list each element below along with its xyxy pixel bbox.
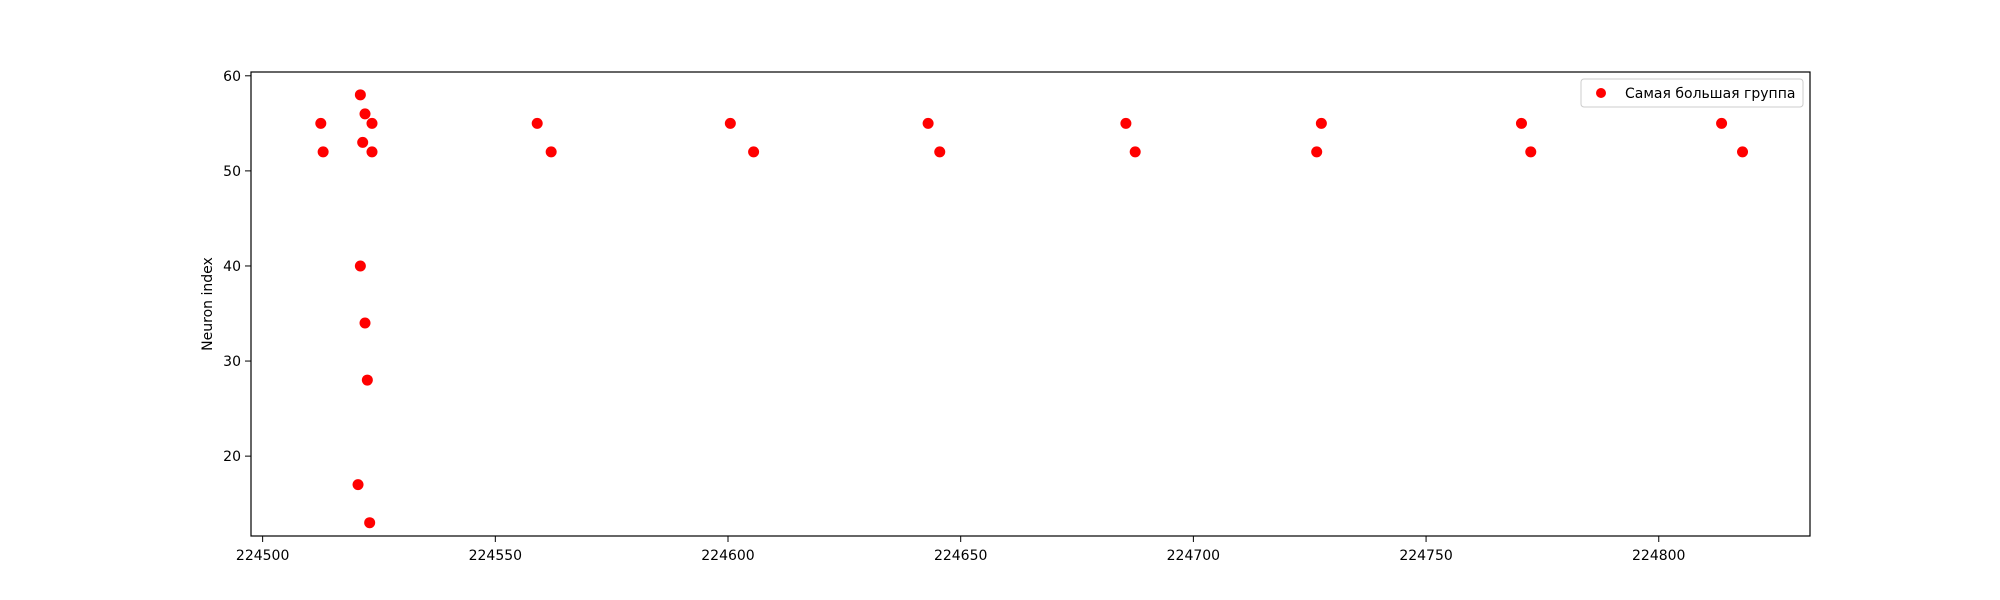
data-point bbox=[1315, 117, 1327, 129]
x-tick-label: 224650 bbox=[934, 548, 987, 564]
legend-label: Самая большая группа bbox=[1625, 86, 1795, 102]
data-point bbox=[1737, 146, 1749, 158]
x-tick-label: 224700 bbox=[1167, 548, 1220, 564]
data-point bbox=[354, 89, 366, 101]
legend-box bbox=[1580, 78, 1804, 108]
data-point bbox=[748, 146, 760, 158]
data-point bbox=[545, 146, 557, 158]
x-axis: 224500 224550 224600 224650 224700 224750 2248… bbox=[236, 536, 1685, 564]
data-point bbox=[531, 117, 543, 129]
data-point bbox=[1515, 117, 1527, 129]
legend-marker bbox=[1596, 88, 1606, 98]
data-points bbox=[315, 89, 1749, 529]
x-tick-label: 224600 bbox=[701, 548, 754, 564]
data-point bbox=[315, 117, 327, 129]
y-axis-label: Neuron index bbox=[200, 257, 216, 351]
data-point bbox=[1311, 146, 1323, 158]
data-point bbox=[724, 117, 736, 129]
data-point bbox=[359, 108, 371, 120]
y-tick-label: 40 bbox=[223, 259, 241, 275]
data-point bbox=[354, 260, 366, 272]
data-point bbox=[364, 517, 376, 529]
plot-area bbox=[250, 71, 1811, 537]
data-point bbox=[366, 146, 378, 158]
data-point bbox=[357, 136, 369, 148]
x-tick-label: 224500 bbox=[236, 548, 289, 564]
y-axis: 20 30 40 50 60 bbox=[223, 69, 251, 465]
data-point bbox=[352, 479, 364, 491]
data-point bbox=[366, 117, 378, 129]
x-tick-label: 224550 bbox=[469, 548, 522, 564]
y-tick-label: 20 bbox=[223, 449, 241, 465]
x-tick-label: 224750 bbox=[1399, 548, 1452, 564]
data-point bbox=[359, 317, 371, 329]
y-tick-label: 60 bbox=[223, 69, 241, 85]
x-tick-label: 224800 bbox=[1632, 548, 1685, 564]
y-tick-label: 50 bbox=[223, 164, 241, 180]
data-point bbox=[934, 146, 946, 158]
data-point bbox=[317, 146, 329, 158]
data-point bbox=[1120, 117, 1132, 129]
data-point bbox=[1129, 146, 1141, 158]
data-point bbox=[1716, 117, 1728, 129]
data-point bbox=[361, 374, 373, 386]
legend: Самая большая группа bbox=[1580, 78, 1804, 108]
data-point bbox=[922, 117, 934, 129]
data-point bbox=[1525, 146, 1537, 158]
y-tick-label: 30 bbox=[223, 354, 241, 370]
